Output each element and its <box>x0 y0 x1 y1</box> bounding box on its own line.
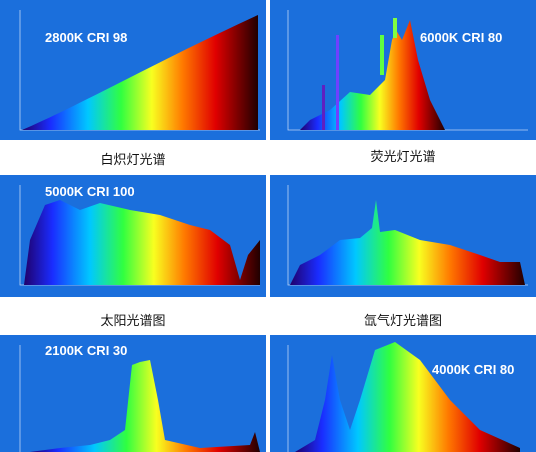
panel-label: 6000K CRI 80 <box>420 30 502 45</box>
axis <box>287 10 528 131</box>
spectrum <box>295 342 520 452</box>
caption: 荧光灯光谱 <box>370 150 435 165</box>
spectrum-line <box>380 35 384 75</box>
spectrum-line <box>322 85 325 130</box>
spectrum-line <box>393 18 397 38</box>
spectrum-line <box>336 35 339 130</box>
spectrum <box>290 200 525 285</box>
panel-label: 2100K CRI 30 <box>45 343 127 358</box>
caption: 氙气灯光谱图 <box>364 313 442 329</box>
spectrum <box>30 360 260 452</box>
caption: 太阳光谱图 <box>100 314 165 329</box>
panel-label: 2800K CRI 98 <box>45 30 127 45</box>
spectrum <box>300 20 445 130</box>
caption: 白炽灯光谱 <box>100 152 165 168</box>
panel-label: 4000K CRI 80 <box>432 362 514 377</box>
spectrum <box>22 15 258 130</box>
spectrum <box>24 200 260 285</box>
panel-label: 5000K CRI 100 <box>45 184 135 199</box>
